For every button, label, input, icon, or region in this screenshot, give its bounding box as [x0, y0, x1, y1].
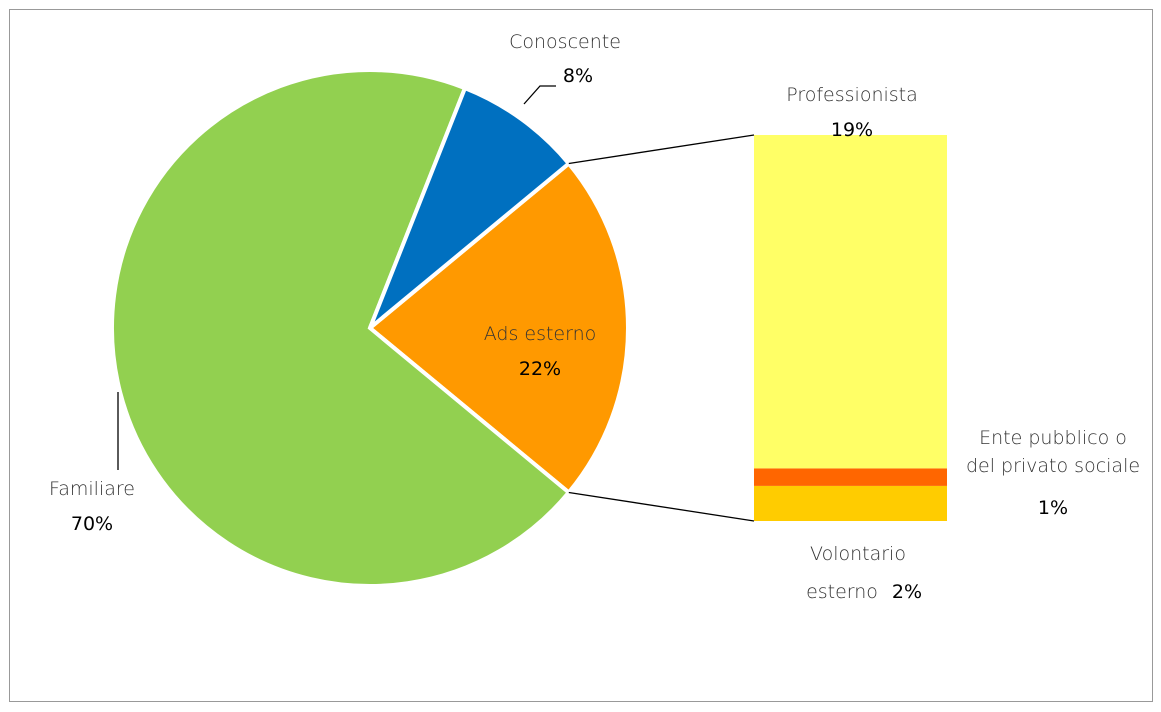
bar-label-line: del privato sociale [966, 455, 1140, 477]
connector-line [568, 134, 755, 165]
connector-line [568, 491, 755, 522]
pie-label: Familiare [49, 478, 135, 500]
bar-segment [754, 485, 947, 521]
pie-value-label: 70% [71, 513, 113, 535]
leader-line [523, 85, 556, 105]
bar-label: Ente pubblico o del privato sociale [966, 427, 1140, 477]
pie-label: Conoscente [509, 31, 621, 53]
pie-slice [368, 85, 572, 330]
bar-value-label: 1% [1038, 497, 1068, 519]
pie-label: Ads esterno [484, 323, 597, 345]
pie-slice [366, 160, 630, 496]
pie-value-label: 22% [519, 358, 561, 380]
bar-label: Professionista [786, 84, 918, 106]
bar-label-line: Ente pubblico o [979, 427, 1127, 449]
bar-label: esterno [806, 581, 878, 603]
bar-segment [754, 468, 947, 486]
bar-label-line: Volontario [810, 543, 906, 565]
bar-label: Volontario [810, 543, 906, 565]
pie-slice [110, 68, 572, 588]
bar-segment [754, 135, 947, 469]
bar-value-label: 19% [831, 119, 873, 141]
pie-value-label: 8% [563, 65, 593, 87]
bar-value-label: 2% [892, 581, 922, 603]
